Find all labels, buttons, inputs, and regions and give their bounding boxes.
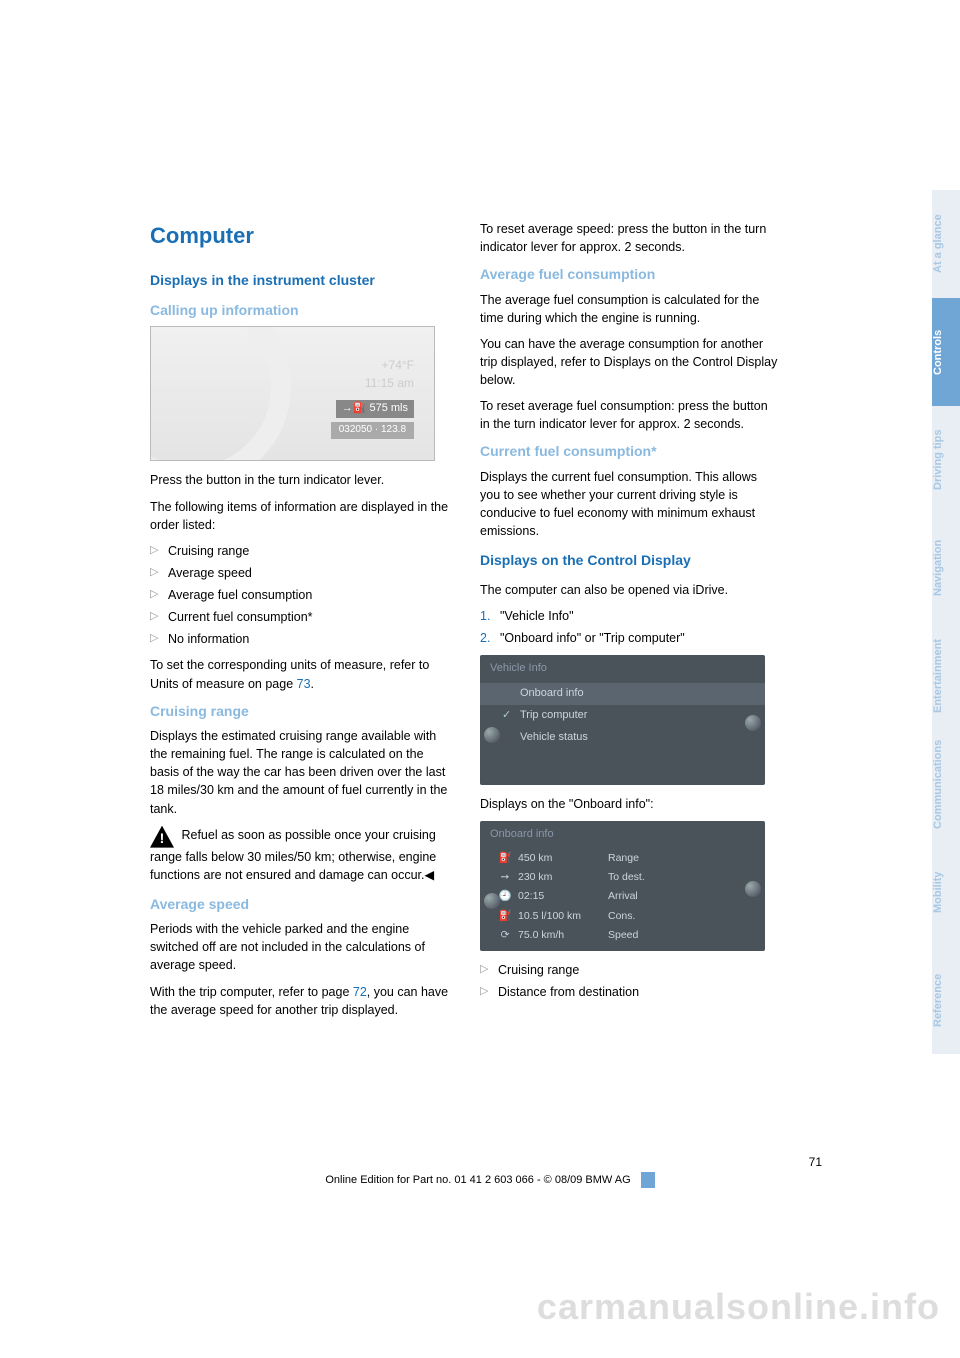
units-note: To set the corresponding units of measur… (150, 656, 450, 692)
section-calling-up: Calling up information (150, 300, 450, 320)
page-link-73[interactable]: 73 (297, 677, 311, 691)
section-current-fuel: Current fuel consumption* (480, 441, 780, 461)
row-label: Range (608, 851, 755, 866)
left-column: Computer Displays in the instrument clus… (150, 220, 450, 1027)
section-displays-control: Displays on the Control Display (480, 550, 780, 570)
info-row: ⟳ 75.0 km/h Speed (480, 926, 765, 945)
section-cruising-range: Cruising range (150, 701, 450, 721)
idrive-steps: 1."Vehicle Info" 2."Onboard info" or "Tr… (480, 607, 780, 647)
side-tab[interactable]: At a glance (932, 190, 960, 298)
main-title: Computer (150, 220, 450, 252)
onboard-caption: Displays on the "Onboard info": (480, 795, 780, 813)
list-item: Average fuel consumption (150, 586, 450, 604)
menu-item: ✓Trip computer (480, 705, 765, 727)
list-item: Distance from destination (480, 983, 780, 1001)
footer: Online Edition for Part no. 01 41 2 603 … (150, 1172, 830, 1188)
side-tab[interactable]: Reference (932, 946, 960, 1054)
avg-fuel-p3: To reset average fuel consumption: press… (480, 397, 780, 433)
side-tab[interactable]: Controls (932, 298, 960, 406)
info-list: Cruising range Average speed Average fue… (150, 542, 450, 649)
section-avg-fuel: Average fuel consumption (480, 264, 780, 284)
calling-up-p1: Press the button in the turn indicator l… (150, 471, 450, 489)
menu-header: Vehicle Info (480, 655, 765, 683)
displays-control-p: The computer can also be opened via iDri… (480, 581, 780, 599)
avg-speed-p3: To reset average speed: press the button… (480, 220, 780, 256)
onboard-info-figure: Onboard info ⛽ 450 km Range ➙ 230 km To dest.… (480, 821, 765, 951)
row-label: Arrival (608, 889, 755, 904)
list-item: No information (150, 630, 450, 648)
cruising-range-p: Displays the estimated cruising range av… (150, 727, 450, 818)
row-label: Speed (608, 928, 755, 943)
side-tab[interactable]: Navigation (932, 514, 960, 622)
row-icon: ⛽ (498, 909, 512, 924)
avg-fuel-p2: You can have the average consumption for… (480, 335, 780, 389)
row-icon: ➙ (498, 870, 512, 885)
warning-icon (150, 826, 174, 848)
info-row: ⛽ 450 km Range (480, 849, 765, 868)
calling-up-p2: The following items of information are d… (150, 498, 450, 534)
row-value: 75.0 km/h (518, 928, 598, 943)
side-tab[interactable]: Entertainment (932, 622, 960, 730)
page-content: Computer Displays in the instrument clus… (150, 220, 820, 1027)
menu-item: Onboard info (480, 683, 765, 705)
list-item: Cruising range (480, 961, 780, 979)
cluster-display: +74°F 11:15 am →⛽ 575 mls 032050 · 123.8 (331, 357, 414, 438)
page-number: 71 (809, 1155, 822, 1169)
row-label: Cons. (608, 909, 755, 924)
instrument-cluster-figure: +74°F 11:15 am →⛽ 575 mls 032050 · 123.8 (150, 326, 435, 461)
row-icon: ⛽ (498, 851, 512, 866)
info-row: 🕘 02:15 Arrival (480, 887, 765, 906)
side-tab[interactable]: Mobility (932, 838, 960, 946)
knob-icon (484, 727, 500, 743)
page-link-72[interactable]: 72 (353, 985, 367, 999)
row-icon: ⟳ (498, 928, 512, 943)
right-column: To reset average speed: press the button… (480, 220, 780, 1027)
list-item-label: Current fuel consumption* (168, 610, 313, 624)
list-item: 1."Vehicle Info" (480, 607, 780, 625)
knob-icon (745, 881, 761, 897)
side-tab[interactable]: Driving tips (932, 406, 960, 514)
row-label: To dest. (608, 870, 755, 885)
avg-fuel-p1: The average fuel consumption is calculat… (480, 291, 780, 327)
menu-header: Onboard info (480, 821, 765, 849)
gauge-icon (150, 326, 291, 461)
cluster-odometer: 032050 · 123.8 (331, 422, 414, 439)
warning-text: Refuel as soon as possible once your cru… (150, 828, 436, 882)
knob-icon (745, 715, 761, 731)
watermark: carmanualsonline.info (537, 1286, 940, 1328)
row-value: 450 km (518, 851, 598, 866)
row-value: 10.5 l/100 km (518, 909, 598, 924)
list-item: 2."Onboard info" or "Trip computer" (480, 629, 780, 647)
info-row: ➙ 230 km To dest. (480, 868, 765, 887)
idrive-menu-figure: Vehicle Info Onboard info✓Trip computerV… (480, 655, 765, 785)
row-value: 230 km (518, 870, 598, 885)
onboard-list: Cruising range Distance from destination (480, 961, 780, 1001)
avg-speed-p1: Periods with the vehicle parked and the … (150, 920, 450, 974)
cluster-range-box: →⛽ 575 mls (336, 400, 414, 418)
list-item: Current fuel consumption* (150, 608, 450, 626)
footer-text: Online Edition for Part no. 01 41 2 603 … (325, 1172, 654, 1188)
warning-block: Refuel as soon as possible once your cru… (150, 826, 450, 884)
list-item: Average speed (150, 564, 450, 582)
current-fuel-p: Displays the current fuel consumption. T… (480, 468, 780, 541)
row-icon: 🕘 (498, 889, 512, 904)
check-icon: ✓ (502, 708, 511, 724)
avg-speed-p2: With the trip computer, refer to page 72… (150, 983, 450, 1019)
cluster-time: 11:15 am (331, 375, 414, 392)
cluster-temp: +74°F (331, 357, 414, 374)
list-item: Cruising range (150, 542, 450, 560)
section-average-speed: Average speed (150, 894, 450, 914)
menu-item: Vehicle status (480, 727, 765, 749)
side-tab[interactable]: Communications (932, 730, 960, 838)
info-row: ⛽ 10.5 l/100 km Cons. (480, 907, 765, 926)
section-displays-cluster: Displays in the instrument cluster (150, 270, 450, 290)
knob-icon (484, 893, 500, 909)
side-tabs: At a glanceControlsDriving tipsNavigatio… (932, 190, 960, 1054)
row-value: 02:15 (518, 889, 598, 904)
